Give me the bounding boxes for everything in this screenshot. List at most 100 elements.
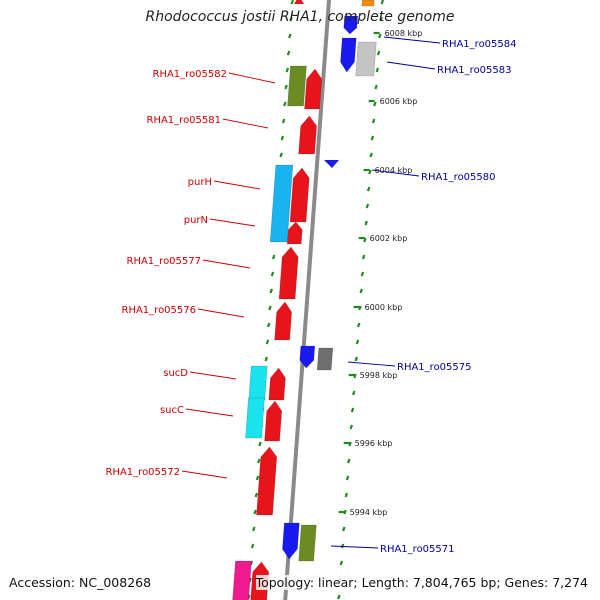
- label-ro05571: RHA1_ro05571: [380, 544, 455, 555]
- left-tick-mark: [258, 441, 262, 447]
- gene-box-ro05571-green: [298, 524, 317, 562]
- gene-box-ro05583: [355, 41, 377, 77]
- right-tick-mark: [364, 220, 368, 226]
- gene-arrow-shape: [289, 167, 310, 223]
- right-tick-mark: [361, 254, 366, 260]
- leader-line-ro05584: [383, 36, 441, 44]
- right-tick-mark: [347, 458, 351, 464]
- right-tick-mark: [366, 186, 371, 192]
- left-tick-mark: [279, 152, 283, 158]
- right-tick-mark: [376, 50, 381, 56]
- right-tick-mark: [356, 322, 361, 328]
- gene-box-lower-pink: [232, 560, 252, 600]
- left-tick-mark: [289, 16, 293, 22]
- right-tick-mark: [378, 33, 382, 39]
- right-tick-mark: [369, 152, 373, 158]
- label-ro05583: RHA1_ro05583: [437, 65, 512, 76]
- gene-arrow-ro05584: [340, 37, 357, 73]
- left-tick-mark: [250, 543, 255, 549]
- gene-marker-top-red: [294, 0, 304, 4]
- right-tick-mark: [359, 288, 363, 294]
- leader-line-purH: [213, 180, 261, 190]
- gene-arrow-ro05576: [274, 301, 292, 341]
- gene-arrow-shape: [298, 524, 317, 562]
- right-tick-mark: [354, 356, 358, 362]
- left-tick-mark: [284, 84, 288, 90]
- kbp-tick-label: 6000 kbp: [365, 303, 403, 312]
- label-purH: purH: [188, 177, 212, 188]
- gene-arrow-shape: [298, 115, 317, 155]
- left-tick-mark: [252, 526, 256, 532]
- left-tick-mark: [286, 50, 291, 56]
- genome-backbone: [283, 0, 331, 600]
- kbp-tick-label: 6002 kbp: [370, 234, 408, 243]
- right-tick-mark: [380, 0, 385, 5]
- left-tick-mark: [271, 254, 276, 260]
- left-tick-mark: [264, 356, 268, 362]
- leader-line-ro05583: [386, 61, 436, 70]
- left-tick-mark: [257, 458, 261, 464]
- kbp-tick-label: 6006 kbp: [380, 97, 418, 106]
- left-tick-mark: [265, 339, 270, 345]
- gene-box-purH: [269, 164, 294, 243]
- left-tick-mark: [285, 67, 290, 73]
- right-tick-mark: [355, 339, 360, 345]
- right-tick-mark: [345, 475, 350, 481]
- gene-arrow-shape: [304, 68, 323, 110]
- gene-arrow-sucC: [264, 400, 283, 442]
- label-sucC: sucC: [160, 405, 184, 416]
- gene-arrow-shape: [274, 301, 292, 341]
- gene-arrow-purN: [286, 221, 303, 245]
- gene-arrow-shape: [340, 37, 357, 73]
- gene-arrow-shape: [248, 365, 268, 401]
- left-tick-mark: [254, 492, 259, 498]
- genome-summary-text: Topology: linear; Length: 7,804,765 bp; …: [255, 575, 588, 590]
- leader-line-ro05582: [228, 72, 276, 84]
- right-tick-mark: [363, 237, 367, 243]
- left-tick-mark: [266, 322, 271, 328]
- label-ro05572: RHA1_ro05572: [106, 467, 181, 478]
- right-tick-mark: [348, 441, 352, 447]
- gene-arrow-shape: [268, 367, 286, 401]
- right-tick-mark: [371, 118, 376, 124]
- right-tick-mark: [374, 84, 378, 90]
- gene-arrow-ro05571: [282, 522, 300, 560]
- label-ro05575: RHA1_ro05575: [397, 362, 472, 373]
- gene-box-ro05575-grey: [316, 347, 334, 371]
- kbp-tick-label: 6004 kbp: [375, 166, 413, 175]
- gene-arrow-shape: [245, 397, 265, 439]
- gene-marker-ro05580: [324, 160, 339, 168]
- gene-arrow-shape: [316, 347, 334, 371]
- gene-arrow-shape: [361, 0, 375, 7]
- left-tick-mark: [255, 475, 260, 481]
- gene-arrow-ro05572: [256, 446, 278, 516]
- right-tick-mark: [342, 526, 346, 532]
- label-ro05581: RHA1_ro05581: [147, 115, 222, 126]
- label-purN: purN: [184, 215, 208, 226]
- leader-line-ro05575: [347, 361, 396, 367]
- gene-arrow-shape: [232, 560, 252, 600]
- label-ro05582: RHA1_ro05582: [153, 69, 228, 80]
- right-tick-mark: [340, 543, 345, 549]
- leader-line-ro05580: [371, 169, 420, 177]
- right-tick-mark: [358, 305, 362, 311]
- gene-arrow-shape: [299, 345, 316, 369]
- leader-line-ro05571: [330, 545, 379, 549]
- gene-arrow-top-blue: [343, 15, 358, 35]
- right-tick-mark: [343, 509, 347, 515]
- right-tick-mark: [352, 390, 356, 396]
- left-tick-mark: [280, 135, 285, 141]
- gene-arrow-shape: [282, 522, 300, 560]
- right-tick-mark: [353, 373, 357, 379]
- leader-line-ro05577: [202, 259, 251, 269]
- right-tick-mark: [368, 169, 372, 175]
- gene-box-sucD: [248, 365, 268, 401]
- leader-line-ro05576: [197, 308, 245, 318]
- gene-arrow-shape: [269, 164, 294, 243]
- right-tick-mark: [360, 271, 365, 277]
- kbp-tick-label: 5996 kbp: [355, 439, 393, 448]
- gene-box-top-orange: [361, 0, 375, 7]
- label-ro05576: RHA1_ro05576: [122, 305, 197, 316]
